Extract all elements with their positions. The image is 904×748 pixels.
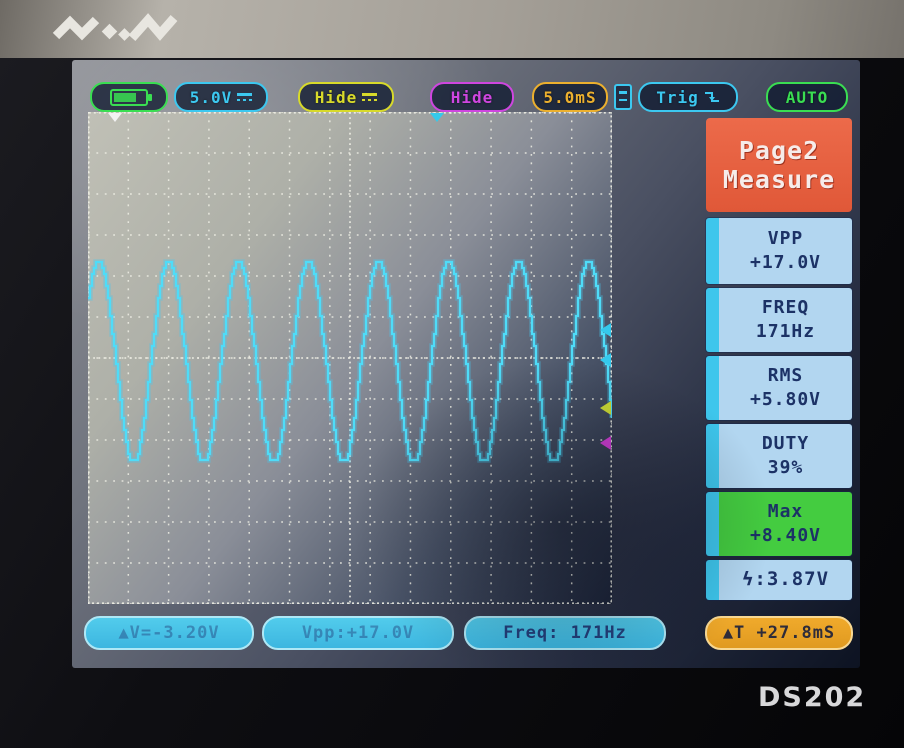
channel-b-position-marker [600,401,611,415]
channel-a-position-marker [600,353,611,367]
battery-voltage-value: :3.87V [754,568,830,591]
measure-value: +17.0V [749,252,822,273]
freq-text: Freq: 171Hz [503,623,627,643]
battery-status-button[interactable] [90,82,168,112]
measure-item-duty[interactable]: DUTY 39% [706,424,852,488]
channel-c-label: Hide [450,87,494,107]
measure-label: RMS [767,364,804,386]
waveform-trace-glow [88,259,612,463]
item-stripe [706,356,719,420]
item-stripe [706,218,719,284]
measure-label: FREQ [761,296,810,318]
trigger-position-marker [430,113,444,122]
measure-value: +8.40V [749,525,822,546]
waveform-trace [88,260,612,462]
vpp-readout[interactable]: Vpp:+17.0V [262,616,454,650]
trigger-page-icon[interactable] [614,84,632,110]
falling-edge-icon [704,92,719,102]
item-stripe [706,424,719,488]
channel-a-scale: 5.0V [189,87,233,107]
battery-voltage-readout: ϟ :3.87V [706,560,852,600]
dc-coupling-icon [362,92,378,102]
channel-b-button[interactable]: Hide [298,82,394,112]
measure-value: 39% [767,457,804,478]
channel-c-button[interactable]: Hide [430,82,514,112]
trigger-label: Trig [656,87,699,107]
battery-icon [110,88,152,106]
measure-item-max[interactable]: Max +8.40V [706,492,852,556]
delay-marker [108,113,122,122]
channel-c-position-marker [600,436,611,450]
trigger-level-marker [600,323,611,337]
device-top-panel [0,0,904,58]
vpp-text: Vpp:+17.0V [301,623,415,643]
channel-b-label: Hide [314,87,358,107]
page-number: Page2 [738,136,820,165]
cursor-voltage-text: ▲V=-3.20V [118,623,220,643]
lcd-screen: 5.0V Hide Hide 5.0mS Trig AUTO Page [72,60,860,668]
measure-label: Max [767,500,804,522]
measure-item-freq[interactable]: FREQ 171Hz [706,288,852,352]
scope-graticule [88,112,612,604]
cursor-voltage-readout[interactable]: ▲V=-3.20V [84,616,254,650]
page-name: Measure [722,165,836,194]
timebase-button[interactable]: 5.0mS [532,82,608,112]
measure-value: 171Hz [755,321,816,342]
sidebar-page-title[interactable]: Page2 Measure [706,118,852,212]
measure-item-vpp[interactable]: VPP +17.0V [706,218,852,284]
measure-label: VPP [767,227,804,249]
run-mode-button[interactable]: AUTO [766,82,848,112]
minidso-logo [52,13,178,41]
item-stripe [706,288,719,352]
graticule-border [88,112,612,604]
channel-a-button[interactable]: 5.0V [174,82,268,112]
trigger-delay-readout[interactable]: ▲T +27.8mS [705,616,853,650]
lightning-icon: ϟ [741,568,755,591]
run-mode-label: AUTO [785,87,829,107]
measure-value: +5.80V [749,389,822,410]
dc-coupling-icon [237,92,253,102]
waveform-display [88,112,612,604]
measure-label: DUTY [761,432,810,454]
item-stripe [706,492,719,556]
freq-readout[interactable]: Freq: 171Hz [464,616,666,650]
trigger-delay-text: ▲T +27.8mS [722,623,836,643]
timebase-label: 5.0mS [543,87,597,107]
item-stripe [706,560,719,600]
trigger-button[interactable]: Trig [638,82,738,112]
model-label: DS202 [758,682,867,713]
measure-item-rms[interactable]: RMS +5.80V [706,356,852,420]
